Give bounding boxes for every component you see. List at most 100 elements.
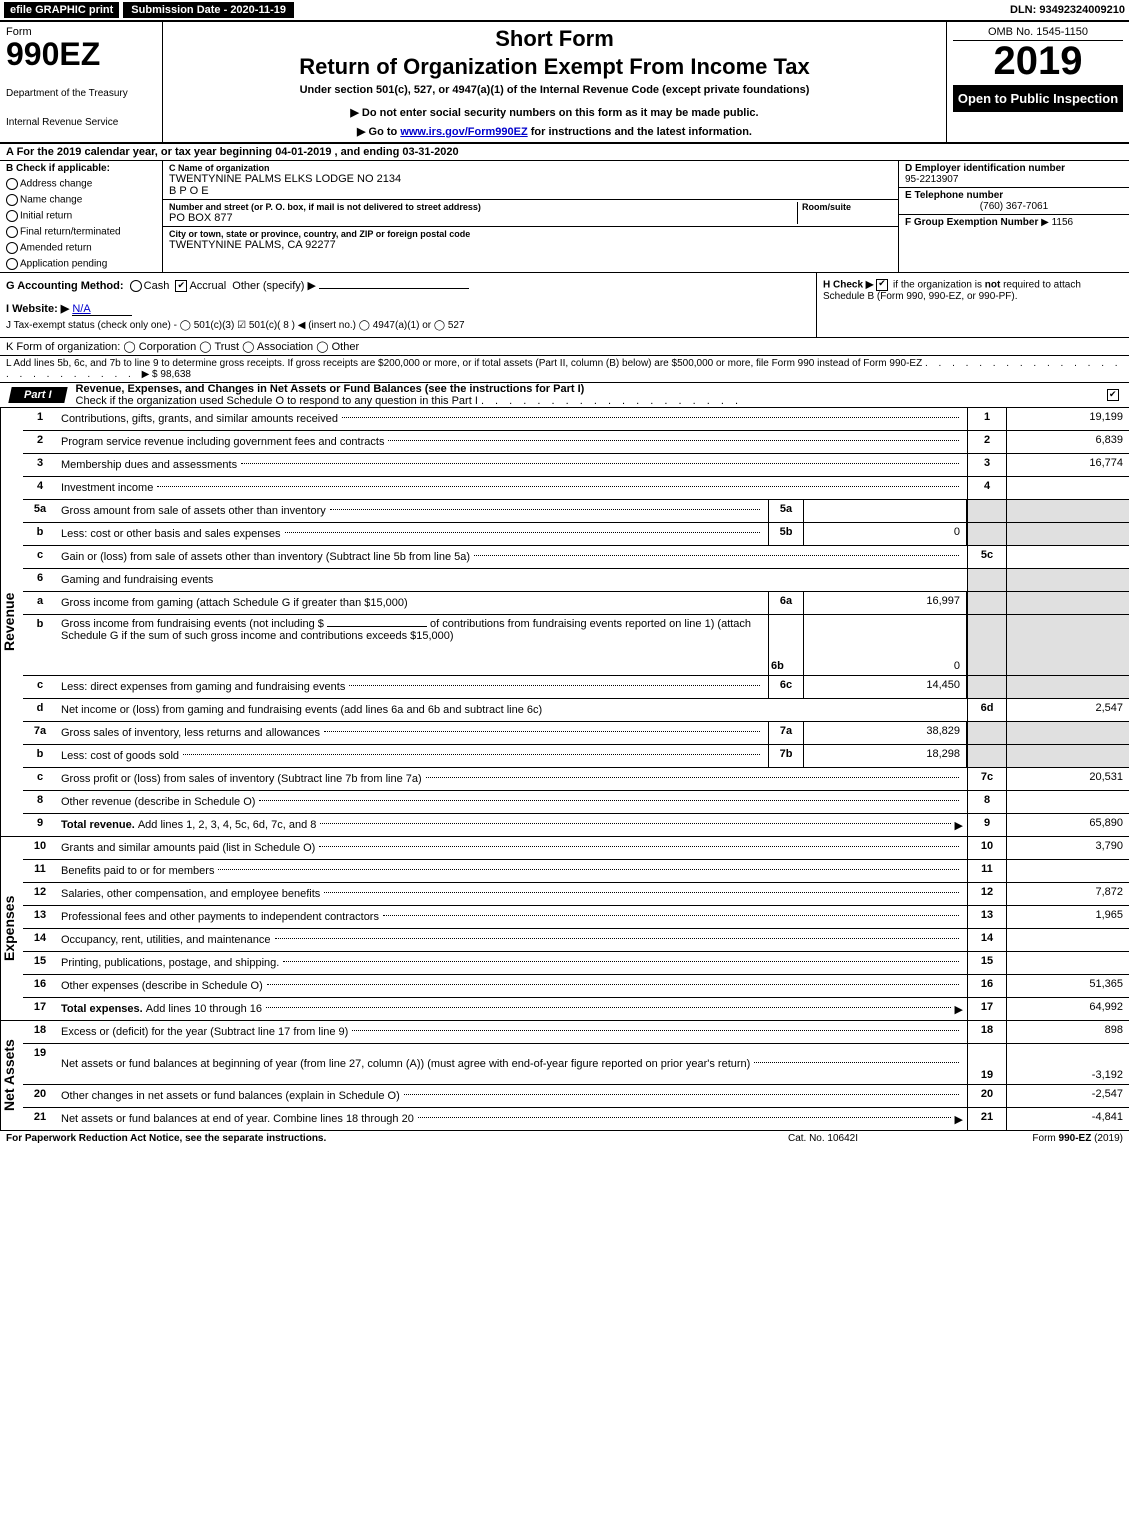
c-city-label: City or town, state or province, country… [169, 229, 892, 239]
c-street: PO BOX 877 [169, 212, 793, 224]
c-name2: B P O E [169, 185, 892, 197]
i-label: I Website: ▶ [6, 303, 69, 315]
6b-input[interactable] [327, 626, 427, 627]
part1-header: Part I Revenue, Expenses, and Changes in… [0, 383, 1129, 408]
g-accrual: Accrual [189, 280, 226, 292]
tax-year: 2019 [953, 41, 1123, 81]
under-section: Under section 501(c), 527, or 4947(a)(1)… [169, 84, 940, 96]
f-block: F Group Exemption Number ▶ 1156 [899, 215, 1129, 230]
return-title: Return of Organization Exempt From Incom… [169, 54, 940, 80]
c-name-block: C Name of organization TWENTYNINE PALMS … [163, 161, 898, 200]
line-7b: b Less: cost of goods sold 7b 18,298 [23, 745, 1129, 768]
line-3: 3 Membership dues and assessments 3 16,7… [23, 454, 1129, 477]
row-j: J Tax-exempt status (check only one) - ◯… [6, 320, 810, 331]
c-room-label: Room/suite [802, 202, 892, 212]
col-def: D Employer identification number 95-2213… [899, 161, 1129, 272]
line-6d: d Net income or (loss) from gaming and f… [23, 699, 1129, 722]
department: Department of the Treasury [6, 88, 156, 99]
line-14: 14 Occupancy, rent, utilities, and maint… [23, 929, 1129, 952]
b-opt-name[interactable]: Name change [6, 194, 156, 206]
header-left: Form 990EZ Department of the Treasury In… [0, 22, 163, 142]
goto-pre: ▶ Go to [357, 126, 400, 138]
g-label: G Accounting Method: [6, 280, 124, 292]
line-6c: c Less: direct expenses from gaming and … [23, 676, 1129, 699]
part1-sub: Check if the organization used Schedule … [76, 395, 478, 407]
revenue-lines: 1 Contributions, gifts, grants, and simi… [23, 408, 1129, 836]
line-1: 1 Contributions, gifts, grants, and simi… [23, 408, 1129, 431]
part1-check[interactable] [1107, 389, 1121, 401]
l-val: ▶ $ 98,638 [142, 369, 191, 380]
form-number: 990EZ [6, 38, 156, 70]
b-opt-pending[interactable]: Application pending [6, 258, 156, 270]
line-17: 17 Total expenses. Add lines 10 through … [23, 998, 1129, 1020]
goto-post: for instructions and the latest informat… [531, 126, 752, 138]
line-6a: a Gross income from gaming (attach Sched… [23, 592, 1129, 615]
e-val: (760) 367-7061 [905, 201, 1123, 212]
line-7c: c Gross profit or (loss) from sales of i… [23, 768, 1129, 791]
top-bar: efile GRAPHIC print Submission Date - 20… [0, 0, 1129, 22]
form-header: Form 990EZ Department of the Treasury In… [0, 22, 1129, 144]
h-label: H Check ▶ [823, 280, 873, 291]
efile-label: efile GRAPHIC print [4, 2, 119, 18]
b-opt-address[interactable]: Address change [6, 178, 156, 190]
col-c: C Name of organization TWENTYNINE PALMS … [163, 161, 899, 272]
header-right: OMB No. 1545-1150 2019 Open to Public In… [947, 22, 1129, 142]
line-13: 13 Professional fees and other payments … [23, 906, 1129, 929]
footer-left: For Paperwork Reduction Act Notice, see … [6, 1133, 723, 1144]
netassets-lines: 18 Excess or (deficit) for the year (Sub… [23, 1021, 1129, 1130]
g-cash: Cash [144, 280, 170, 292]
header-center: Short Form Return of Organization Exempt… [163, 22, 947, 142]
block-bcdef: B Check if applicable: Address change Na… [0, 161, 1129, 273]
line-19: 19 Net assets or fund balances at beginn… [23, 1044, 1129, 1085]
netassets-section: Net Assets 18 Excess or (deficit) for th… [0, 1021, 1129, 1131]
d-val: 95-2213907 [905, 174, 1123, 185]
col-g: G Accounting Method: Cash Accrual Other … [0, 273, 816, 337]
line-5a: 5a Gross amount from sale of assets othe… [23, 500, 1129, 523]
b-opt-initial[interactable]: Initial return [6, 210, 156, 222]
b-header: B Check if applicable: [6, 163, 156, 174]
c-name1: TWENTYNINE PALMS ELKS LODGE NO 2134 [169, 173, 892, 185]
line-4: 4 Investment income 4 [23, 477, 1129, 500]
g-accrual-check[interactable] [175, 280, 187, 292]
e-label: E Telephone number [905, 190, 1123, 201]
line-18: 18 Excess or (deficit) for the year (Sub… [23, 1021, 1129, 1044]
b-opt-amended[interactable]: Amended return [6, 242, 156, 254]
line-11: 11 Benefits paid to or for members 11 [23, 860, 1129, 883]
website-val[interactable]: N/A [72, 303, 132, 316]
col-h: H Check ▶ if the organization is not req… [816, 273, 1129, 337]
expenses-section: Expenses 10 Grants and similar amounts p… [0, 837, 1129, 1021]
h-check[interactable] [876, 279, 888, 291]
line-8: 8 Other revenue (describe in Schedule O)… [23, 791, 1129, 814]
f-val: ▶ 1156 [1041, 217, 1073, 228]
note-goto: ▶ Go to www.irs.gov/Form990EZ for instru… [169, 125, 940, 138]
d-block: D Employer identification number 95-2213… [899, 161, 1129, 188]
note-ssn: ▶ Do not enter social security numbers o… [169, 106, 940, 119]
line-5c: c Gain or (loss) from sale of assets oth… [23, 546, 1129, 569]
g-other: Other (specify) ▶ [232, 280, 316, 292]
row-gh: G Accounting Method: Cash Accrual Other … [0, 273, 1129, 338]
revenue-section: Revenue 1 Contributions, gifts, grants, … [0, 408, 1129, 837]
short-form-title: Short Form [169, 26, 940, 52]
line-6: 6 Gaming and fundraising events [23, 569, 1129, 592]
irs-link[interactable]: www.irs.gov/Form990EZ [400, 126, 527, 138]
line-15: 15 Printing, publications, postage, and … [23, 952, 1129, 975]
footer: For Paperwork Reduction Act Notice, see … [0, 1131, 1129, 1146]
g-cash-radio[interactable] [130, 280, 142, 292]
irs: Internal Revenue Service [6, 117, 156, 128]
d-label: D Employer identification number [905, 163, 1123, 174]
c-name-label: C Name of organization [169, 163, 892, 173]
line-5b: b Less: cost or other basis and sales ex… [23, 523, 1129, 546]
g-other-input[interactable] [319, 288, 469, 289]
line-21: 21 Net assets or fund balances at end of… [23, 1108, 1129, 1130]
e-block: E Telephone number (760) 367-7061 [899, 188, 1129, 215]
b-opt-final[interactable]: Final return/terminated [6, 226, 156, 238]
col-b: B Check if applicable: Address change Na… [0, 161, 163, 272]
arrow-icon: ▶ [955, 819, 963, 832]
open-public: Open to Public Inspection [953, 85, 1123, 112]
arrow-icon: ▶ [955, 1113, 963, 1126]
line-7a: 7a Gross sales of inventory, less return… [23, 722, 1129, 745]
l-text: L Add lines 5b, 6c, and 7b to line 9 to … [6, 358, 922, 369]
f-label: F Group Exemption Number [905, 217, 1038, 228]
line-2: 2 Program service revenue including gove… [23, 431, 1129, 454]
expenses-lines: 10 Grants and similar amounts paid (list… [23, 837, 1129, 1020]
